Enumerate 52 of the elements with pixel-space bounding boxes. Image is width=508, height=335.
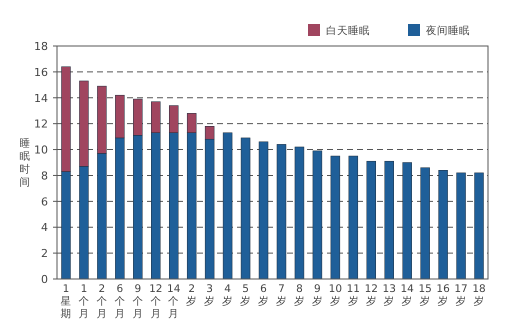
y-tick-label: 16 bbox=[34, 66, 48, 79]
y-tick-label: 0 bbox=[41, 273, 48, 286]
y-tick-label: 2 bbox=[41, 247, 48, 260]
bar bbox=[348, 156, 358, 280]
y-tick-label: 8 bbox=[41, 169, 48, 182]
x-tick-label: 9岁 bbox=[312, 283, 323, 308]
x-tick-label: 11岁 bbox=[346, 283, 360, 308]
y-tick-label: 18 bbox=[34, 40, 48, 53]
x-tick-label: 2岁 bbox=[186, 283, 198, 308]
y-tick-label: 14 bbox=[34, 92, 48, 105]
x-tick-label: 12个月 bbox=[149, 283, 162, 320]
x-tick-label: 7岁 bbox=[276, 283, 287, 308]
x-tick-label: 18岁 bbox=[472, 283, 486, 308]
bar bbox=[294, 146, 304, 280]
x-tick-label: 17岁 bbox=[454, 283, 468, 308]
x-tick-label: 13岁 bbox=[382, 283, 396, 308]
x-tick-label: 14个月 bbox=[167, 283, 181, 320]
x-tick-label: 6岁 bbox=[258, 283, 270, 308]
bar bbox=[222, 132, 232, 280]
bar bbox=[384, 160, 394, 280]
y-tick-label: 12 bbox=[34, 118, 48, 131]
x-tick-label: 4岁 bbox=[222, 283, 234, 308]
bar bbox=[474, 172, 484, 280]
y-tick-label: 4 bbox=[41, 221, 48, 234]
x-tick-label: 2个月 bbox=[96, 283, 108, 320]
y-axis-title: 睡眠时间 bbox=[20, 136, 30, 188]
y-tick-label: 6 bbox=[41, 195, 48, 208]
bar bbox=[420, 167, 430, 280]
x-tick-label: 16岁 bbox=[436, 283, 450, 308]
y-tick-label: 10 bbox=[34, 144, 48, 157]
x-tick-label: 10岁 bbox=[328, 283, 342, 308]
bar bbox=[330, 156, 340, 280]
bar bbox=[402, 162, 412, 280]
bar bbox=[240, 138, 250, 280]
x-tick-label: 15岁 bbox=[418, 283, 432, 308]
bar bbox=[276, 144, 286, 280]
x-tick-label: 14岁 bbox=[400, 283, 414, 308]
bar bbox=[312, 150, 322, 280]
x-tick-label: 5岁 bbox=[240, 283, 252, 308]
bar bbox=[258, 142, 268, 280]
x-tick-label: 1星期 bbox=[60, 283, 72, 320]
bar bbox=[438, 170, 448, 280]
x-tick-label: 9个月 bbox=[132, 283, 144, 320]
x-tick-label: 6个月 bbox=[114, 283, 126, 320]
x-tick-label: 8岁 bbox=[294, 283, 305, 308]
x-tick-label: 12岁 bbox=[364, 283, 378, 308]
legend-label: 夜间睡眠 bbox=[426, 24, 470, 37]
bar bbox=[366, 160, 376, 280]
bar bbox=[456, 172, 466, 280]
legend-label: 白天睡眠 bbox=[326, 24, 370, 37]
x-tick-label: 1个月 bbox=[78, 283, 90, 320]
x-tick-label: 3岁 bbox=[204, 283, 216, 308]
